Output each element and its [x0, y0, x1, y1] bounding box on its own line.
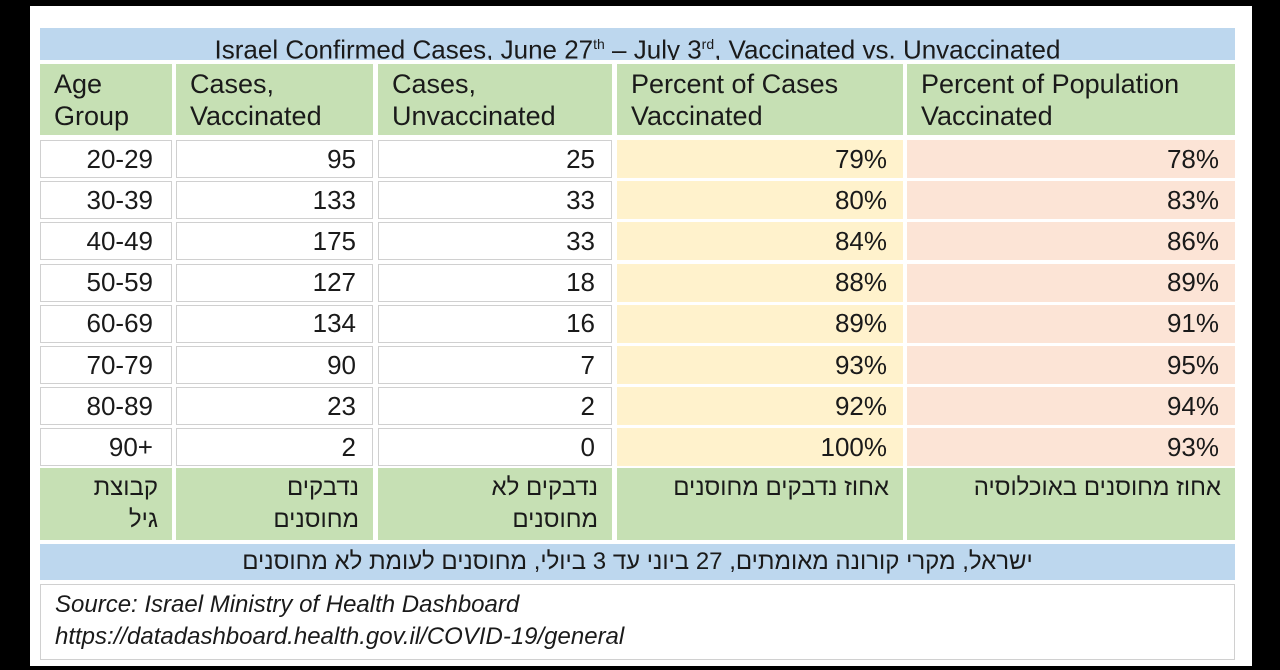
table-cell: 33 — [378, 222, 612, 261]
table-cell: 127 — [176, 263, 373, 302]
title-part: th — [593, 36, 605, 52]
source-line: Source: Israel Ministry of Health Dashbo… — [55, 591, 520, 618]
table-cell: 40-49 — [40, 222, 172, 261]
table-cell: 133 — [176, 181, 373, 220]
table-cell: 2 — [176, 428, 373, 467]
source-line: https://datadashboard.health.gov.il/COVI… — [55, 623, 625, 650]
table-title: Israel Confirmed Cases, June 27th – July… — [40, 28, 1235, 60]
table-cell: 70-79 — [40, 346, 172, 384]
table-cell: 89% — [907, 263, 1235, 302]
table-cell: 60-69 — [40, 304, 172, 343]
table-cell: 25 — [378, 140, 612, 178]
hebrew-header: קבוצת גיל — [40, 468, 172, 540]
hebrew-header: נדבקים מחוסנים — [176, 468, 373, 540]
hebrew-title: ישראל, מקרי קורונה מאומתים, 27 ביוני עד … — [40, 544, 1235, 580]
table-cell: 93% — [907, 428, 1235, 467]
title-part: rd — [701, 36, 715, 52]
table-cell: 84% — [617, 222, 903, 261]
table-cell: 100% — [617, 428, 903, 467]
column-header: Cases, Unvaccinated — [378, 64, 612, 135]
table-cell: 16 — [378, 304, 612, 343]
hebrew-header: אחוז נדבקים מחוסנים — [617, 468, 903, 540]
hebrew-header: אחוז מחוסנים באוכלוסיה — [907, 468, 1235, 540]
table-cell: 134 — [176, 304, 373, 343]
table-cell: 94% — [907, 387, 1235, 426]
table-cell: 80-89 — [40, 387, 172, 426]
table-cell: 23 — [176, 387, 373, 426]
table-cell: 83% — [907, 181, 1235, 220]
table-cell: 175 — [176, 222, 373, 261]
table-cell: 78% — [907, 140, 1235, 178]
table-cell: 50-59 — [40, 263, 172, 302]
source-box: Source: Israel Ministry of Health Dashbo… — [40, 584, 1235, 660]
table-cell: 18 — [378, 263, 612, 302]
table-cell: 0 — [378, 428, 612, 467]
table-cell: 92% — [617, 387, 903, 426]
table-cell: 90 — [176, 346, 373, 384]
table-cell: 95 — [176, 140, 373, 178]
hebrew-header: נדבקים לא מחוסנים — [378, 468, 612, 540]
table-cell: 89% — [617, 304, 903, 343]
table-cell: 80% — [617, 181, 903, 220]
title-part: – July 3 — [604, 34, 702, 60]
column-header: Cases, Vaccinated — [176, 64, 373, 135]
table-cell: 7 — [378, 346, 612, 384]
title-part: Israel Confirmed Cases, June 27 — [214, 34, 594, 60]
title-part: , Vaccinated vs. Unvaccinated — [714, 34, 1061, 60]
table-cell: 90+ — [40, 428, 172, 467]
column-header: Percent of Population Vaccinated — [907, 64, 1235, 135]
column-header: Percent of Cases Vaccinated — [617, 64, 903, 135]
table-cell: 88% — [617, 263, 903, 302]
table-cell: 20-29 — [40, 140, 172, 178]
table-cell: 30-39 — [40, 181, 172, 220]
table-cell: 95% — [907, 346, 1235, 384]
table-cell: 93% — [617, 346, 903, 384]
table-cell: 79% — [617, 140, 903, 178]
table-cell: 2 — [378, 387, 612, 426]
table-cell: 86% — [907, 222, 1235, 261]
column-header: Age Group — [40, 64, 172, 135]
table-cell: 91% — [907, 304, 1235, 343]
table-cell: 33 — [378, 181, 612, 220]
table-panel: Israel Confirmed Cases, June 27th – July… — [30, 6, 1252, 666]
